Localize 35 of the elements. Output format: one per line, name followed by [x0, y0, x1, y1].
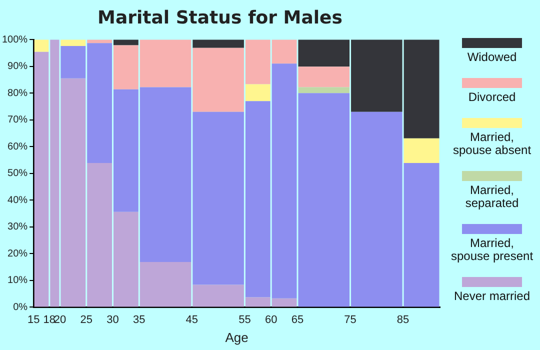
y-tick-label: 100%: [2, 34, 28, 46]
x-tick-label: 25: [80, 314, 92, 326]
y-tick-label: 30%: [8, 222, 28, 233]
x-tick-label: 15: [27, 314, 40, 326]
x-axis-title: Age: [225, 330, 248, 345]
y-tick-label: 20%: [8, 248, 28, 260]
bar: [192, 40, 244, 48]
y-tick-label: 40%: [8, 194, 28, 206]
chart-title: Marital Status for Males: [98, 7, 342, 28]
legend-label: Married, separated: [465, 183, 519, 210]
legend-label: Married, spouse absent: [452, 130, 532, 157]
y-tick-label: 0%: [13, 302, 28, 313]
x-tick-label: 60: [264, 314, 278, 326]
bar: [60, 40, 86, 46]
y-tick-label: 80%: [8, 88, 28, 99]
x-tick-label: 18: [43, 314, 56, 326]
bar: [245, 84, 270, 102]
legend-label: Widowed: [467, 50, 517, 64]
y-tick-label: 10%: [8, 275, 28, 286]
x-tick-label: 75: [344, 314, 356, 326]
legend-label: Married, spouse present: [450, 236, 534, 263]
x-tick-label: 65: [291, 314, 304, 326]
x-tick-label: 35: [133, 314, 146, 326]
y-tick-label: 60%: [8, 141, 28, 152]
y-tick-label: 50%: [8, 168, 28, 180]
legend-label: Divorced: [468, 90, 516, 104]
x-tick-label: 45: [186, 314, 198, 326]
x-tick-label: 20: [54, 314, 66, 326]
x-tick-label: 85: [396, 314, 410, 326]
y-tick-label: 90%: [8, 61, 28, 72]
bar: [298, 87, 350, 94]
x-tick-label: 55: [238, 314, 251, 326]
y-tick-label: 70%: [8, 114, 28, 126]
x-tick-label: 30: [106, 314, 119, 326]
legend-label: Never married: [454, 289, 530, 303]
